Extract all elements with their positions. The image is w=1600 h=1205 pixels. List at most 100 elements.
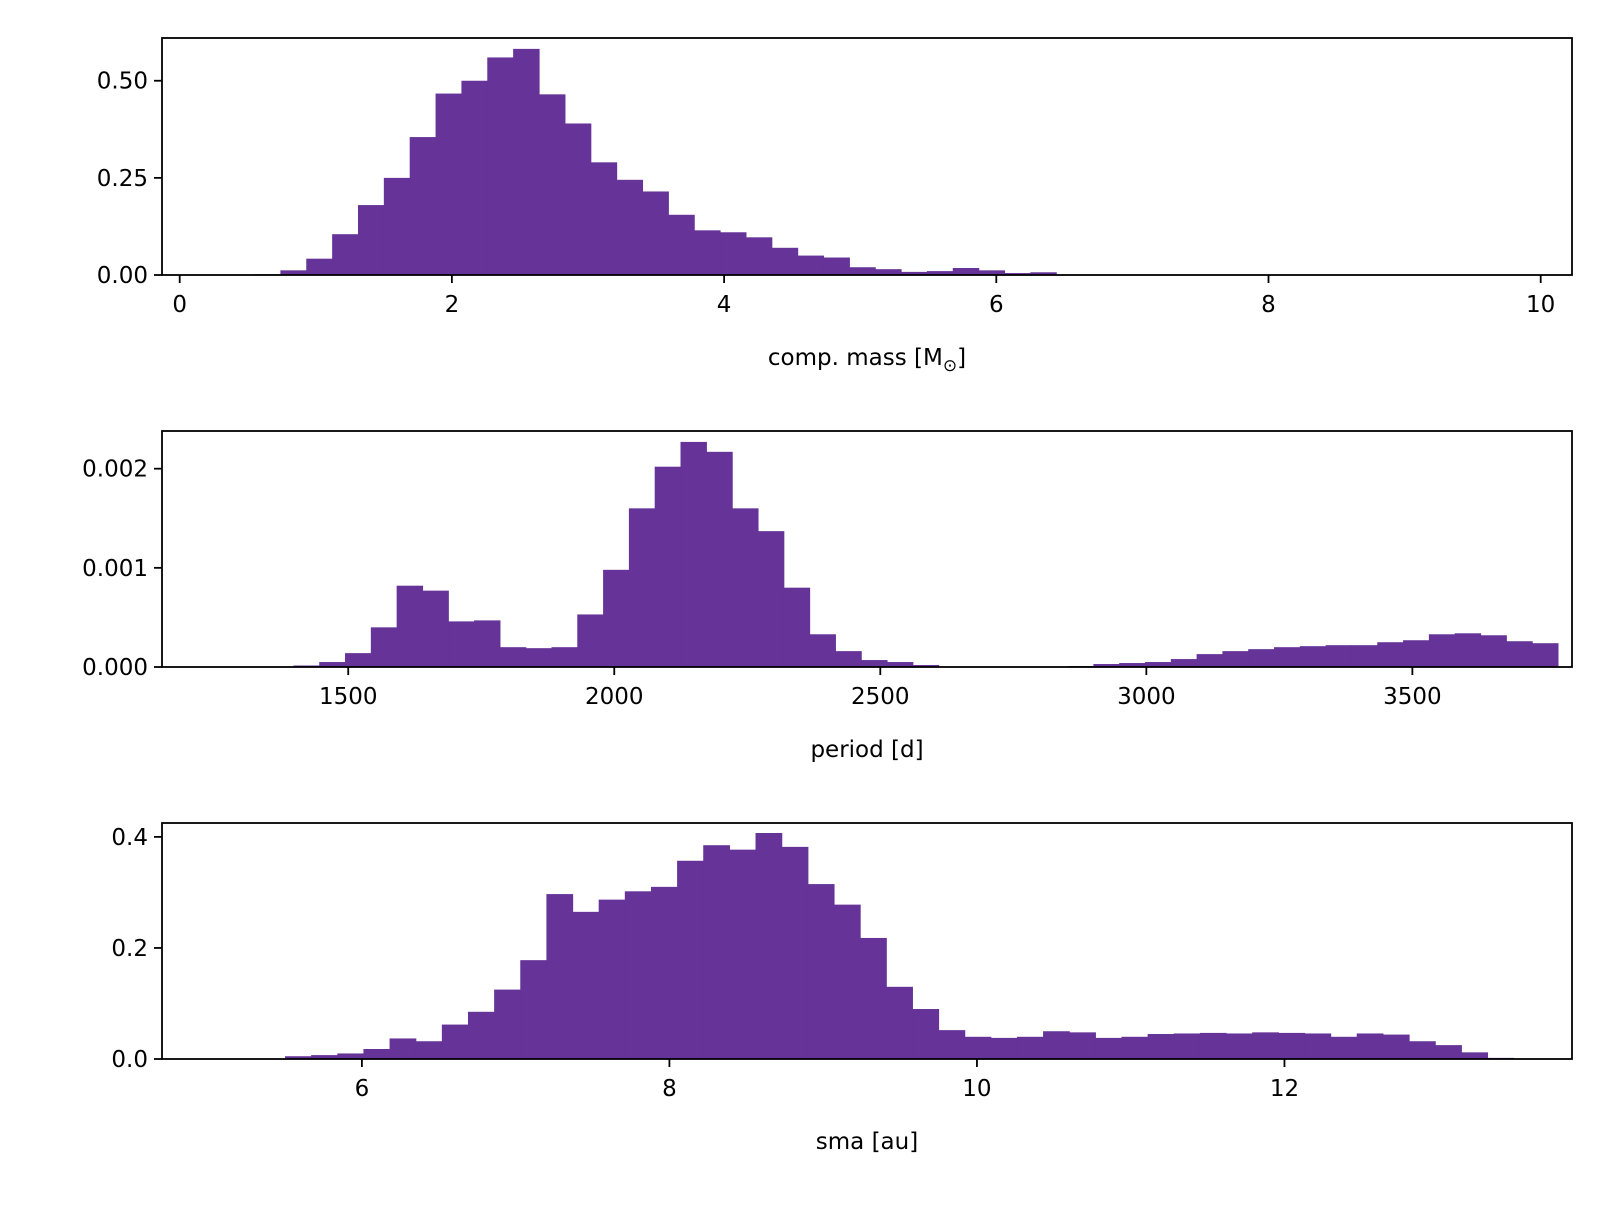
comp-mass-x-axis-label: comp. mass [M⊙] — [768, 345, 966, 376]
period-y-tick-label: 0.000 — [82, 655, 148, 681]
period-x-axis-label: period [d] — [810, 737, 923, 763]
sma-bar — [860, 938, 887, 1059]
sma-y-tick-label: 0.2 — [111, 936, 148, 962]
sma-bar — [390, 1038, 417, 1059]
comp-mass-bar — [461, 81, 487, 275]
period-bar — [526, 648, 552, 667]
period-bar — [1455, 633, 1481, 667]
period-bar — [681, 442, 707, 667]
sma-x-tick-label: 8 — [662, 1076, 677, 1102]
period-bar — [1480, 635, 1506, 667]
comp-mass-y-tick-label: 0.00 — [97, 263, 148, 289]
comp-mass-bar — [720, 232, 746, 275]
period-bar — [1326, 645, 1352, 667]
period-y-tick-label: 0.002 — [82, 457, 148, 483]
period-bar — [1351, 645, 1377, 667]
period-y-ticks: 0.000 0.001 0.002 — [82, 457, 162, 681]
sma-bar — [1435, 1045, 1462, 1059]
sma-bar — [808, 884, 835, 1059]
period-bar — [371, 627, 397, 667]
period-bar — [835, 651, 861, 667]
comp-mass-bar — [306, 259, 332, 275]
comp-mass-bar — [953, 268, 979, 275]
period-bars — [242, 442, 1559, 667]
sma-x-axis-label: sma [au] — [816, 1129, 918, 1155]
period-y-tick-label: 0.001 — [82, 556, 148, 582]
sma-y-tick-label: 0.0 — [111, 1047, 148, 1073]
period-bar — [706, 452, 732, 667]
period-bar — [810, 634, 836, 667]
period-bar — [1197, 654, 1223, 667]
period-bar — [448, 621, 474, 667]
sma-bar — [1226, 1033, 1253, 1059]
period-x-tick-label: 2000 — [585, 684, 644, 710]
period-x-tick-label: 3000 — [1117, 684, 1176, 710]
sma-bar — [1200, 1033, 1227, 1059]
period-x-tick-label: 1500 — [319, 684, 378, 710]
period-bar — [551, 647, 577, 667]
sma-bar — [1017, 1037, 1044, 1059]
period-bar — [500, 647, 526, 667]
period-bar — [629, 508, 655, 667]
comp-mass-y-ticks: 0.000.250.50 — [97, 69, 162, 289]
comp-mass-x-tick-label: 0 — [172, 292, 187, 318]
sma-bar — [703, 845, 730, 1059]
comp-mass-x-tick-label: 4 — [717, 292, 732, 318]
comp-mass-bar — [823, 258, 849, 275]
sma-bar — [1069, 1032, 1096, 1059]
sma-bar — [991, 1038, 1018, 1059]
period-bar — [397, 586, 423, 667]
period-bar — [861, 660, 887, 667]
comp-mass-bar — [410, 137, 436, 275]
sma-bar — [1461, 1052, 1488, 1059]
comp-mass-bar — [798, 256, 824, 275]
sma-bar — [546, 894, 573, 1059]
sma-bar — [912, 1009, 939, 1059]
sma-bars — [285, 833, 1514, 1059]
period-bar — [1506, 641, 1532, 667]
comp-mass-bar — [772, 248, 798, 275]
comp-mass-x-tick-label: 10 — [1526, 292, 1555, 318]
comp-mass-bar — [746, 237, 772, 275]
sma-bar — [651, 887, 678, 1059]
period-bar — [1248, 649, 1274, 667]
period-x-tick-label: 3500 — [1383, 684, 1442, 710]
comp-mass-bar — [513, 49, 539, 275]
period-bar — [1403, 640, 1429, 667]
sma-y-ticks: 0.00.20.4 — [111, 825, 162, 1073]
sma-bar — [1409, 1041, 1436, 1059]
comp-mass-bar — [849, 267, 875, 275]
comp-mass-bar — [358, 205, 384, 275]
comp-mass-x-tick-label: 8 — [1261, 292, 1276, 318]
sma-bar — [1174, 1033, 1201, 1059]
period-bar — [1222, 651, 1248, 667]
sma-bar — [1043, 1031, 1070, 1059]
sma-x-tick-label: 6 — [355, 1076, 370, 1102]
period-bar — [784, 588, 810, 667]
sma-bar — [599, 900, 626, 1059]
sma-bar — [677, 861, 704, 1059]
sma-bar — [468, 1012, 495, 1059]
period-bar — [1274, 647, 1300, 667]
sma-bar — [1304, 1033, 1331, 1059]
sma-bar — [494, 990, 521, 1059]
sma-bar — [1278, 1033, 1305, 1059]
comp-mass-bar — [668, 215, 694, 275]
comp-mass-bar — [539, 94, 565, 275]
comp-mass-bar — [617, 180, 643, 275]
sma-bar — [1383, 1035, 1410, 1059]
sma-bar — [363, 1049, 390, 1059]
comp-mass-x-tick-label: 6 — [989, 292, 1004, 318]
comp-mass-y-tick-label: 0.50 — [97, 69, 148, 95]
period-bar — [577, 614, 603, 667]
period-bar — [1532, 643, 1558, 667]
period-bar — [1300, 646, 1326, 667]
period-bar — [655, 467, 681, 667]
period-bar — [345, 653, 371, 667]
sma-bar — [416, 1041, 443, 1059]
sma-bar — [1252, 1032, 1279, 1059]
